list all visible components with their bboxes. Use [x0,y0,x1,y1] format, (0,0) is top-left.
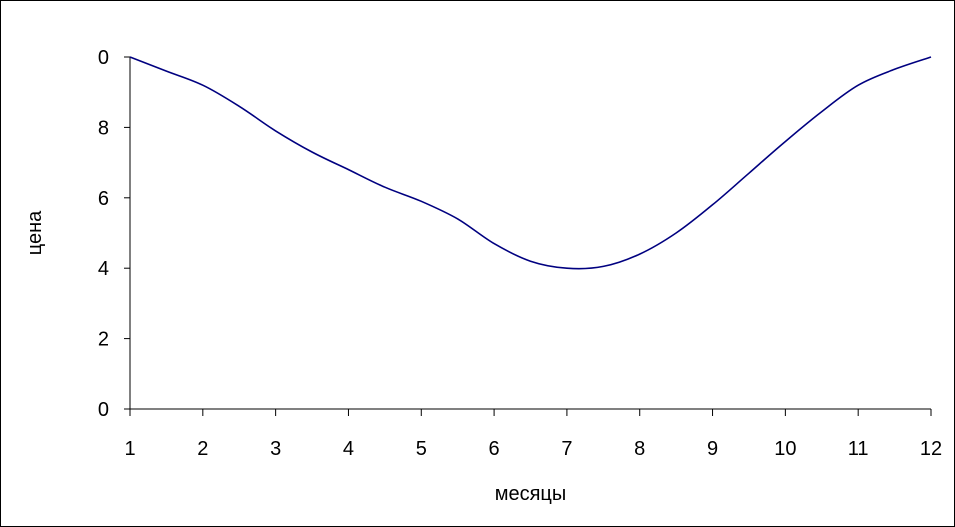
x-tick-label: 5 [416,438,427,460]
x-axis-label: месяцы [495,483,567,505]
x-tick-label: 9 [707,438,718,460]
axes [129,57,931,410]
x-tick-label: 7 [561,438,572,460]
x-tick-label: 3 [270,438,281,460]
x-axis-ticks: 1 2 3 4 5 6 7 8 9 10 11 12 [124,409,942,460]
price-series-line [129,56,932,270]
y-axis-ticks: 0 2 4 6 8 0 [98,47,130,421]
y-tick-label: 4 [98,258,109,280]
y-tick-label: 6 [98,188,109,210]
y-tick-label: 0 [98,47,109,69]
x-tick-label: 1 [124,438,135,460]
x-tick-label: 12 [920,438,942,460]
x-tick-label: 2 [197,438,208,460]
x-tick-label: 4 [343,438,354,460]
y-tick-label: 8 [98,117,109,139]
x-tick-label: 8 [634,438,645,460]
series-layer [129,56,932,270]
x-tick-label: 11 [848,438,869,460]
y-axis-label: цена [24,210,46,255]
y-tick-label: 0 [98,399,109,421]
x-tick-label: 10 [774,438,796,460]
x-tick-label: 6 [489,438,500,460]
y-tick-label: 2 [98,329,109,351]
